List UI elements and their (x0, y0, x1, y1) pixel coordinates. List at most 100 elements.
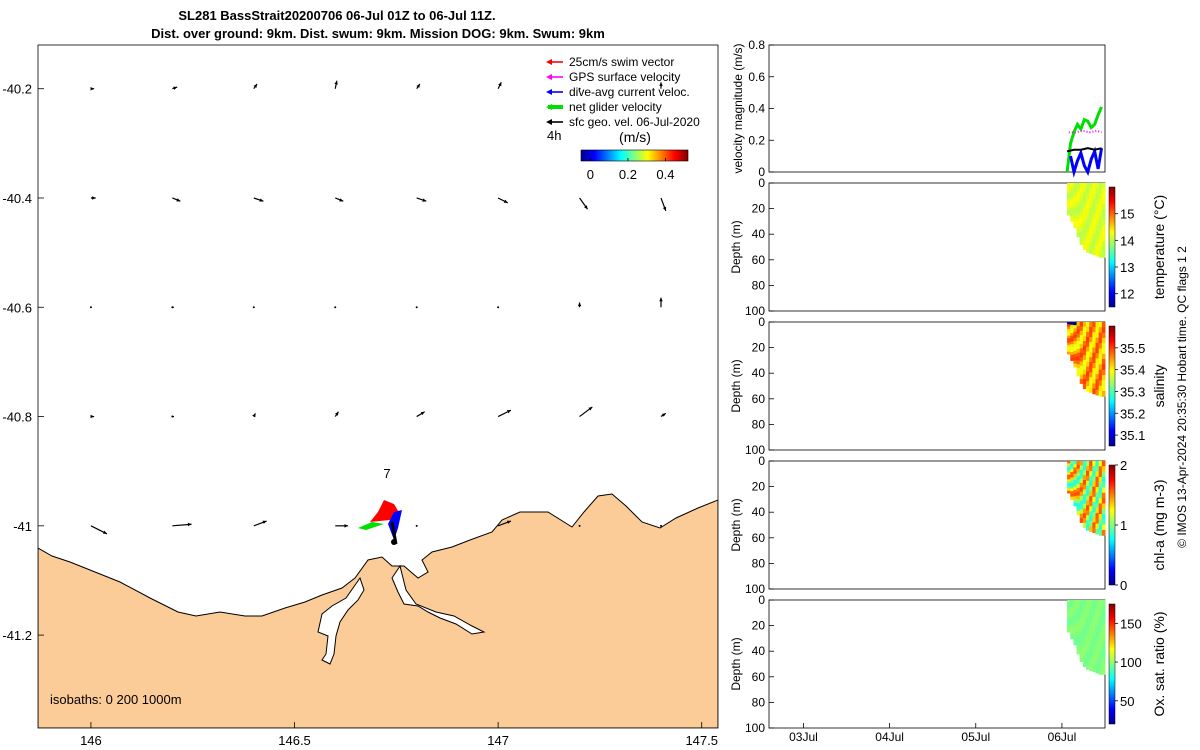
profile-cell (1082, 494, 1087, 500)
current-vector (497, 520, 512, 527)
current-vector (659, 82, 663, 89)
profile-cell (1092, 481, 1097, 488)
profile-cell (1079, 379, 1084, 384)
profile-cell (1067, 606, 1071, 610)
profile-cell (1101, 390, 1106, 397)
profile-cell (1086, 366, 1090, 372)
profile-y-tick-label: 20 (752, 619, 766, 633)
profile-cell (1095, 342, 1100, 349)
profile-y-tick-label: 20 (752, 480, 766, 494)
profile-cell (1101, 668, 1106, 675)
profile-cell (1095, 353, 1100, 359)
profile-cell (1073, 224, 1078, 229)
profile-cell (1082, 221, 1087, 227)
profile-cell (1082, 508, 1087, 514)
profile-cell (1070, 354, 1074, 359)
day-label: 7 (383, 466, 390, 481)
profile-cell (1076, 232, 1081, 238)
velocity-series-line (1065, 106, 1103, 173)
profile-panel-chl-a: 0 20 40 60 80 100 Depth (m) 0 1 2 chl-a (mg m-3) (729, 454, 1167, 596)
profile-cell (1095, 240, 1100, 247)
profile-cell (1095, 461, 1100, 467)
profile-cell (1095, 348, 1100, 354)
profile-cell (1076, 229, 1081, 234)
profile-cell (1082, 503, 1087, 510)
profile-cell (1086, 490, 1090, 497)
profile-cell (1082, 489, 1087, 495)
profile-cell (1095, 646, 1100, 653)
map-y-tick-label: -40.4 (2, 191, 32, 206)
profile-cell (1092, 373, 1097, 379)
profile-colorbar (1108, 464, 1116, 586)
profile-cell (1076, 603, 1081, 609)
profile-axes-frame (768, 599, 1106, 729)
profile-cell (1095, 183, 1100, 189)
profile-cell (1092, 461, 1097, 467)
profile-cell (1076, 476, 1081, 481)
profile-cell (1098, 380, 1103, 387)
profile-cell (1076, 206, 1081, 211)
profile-cell (1073, 354, 1078, 358)
profile-cell (1076, 322, 1081, 327)
legend-arrowhead (546, 89, 552, 95)
profile-cell (1082, 461, 1087, 467)
profile-cell (1092, 527, 1097, 534)
profile-cell (1101, 375, 1106, 381)
profile-cell (1101, 359, 1106, 365)
profile-cell (1086, 322, 1090, 328)
profile-cell (1098, 369, 1103, 376)
profile-cell (1089, 198, 1093, 204)
profile-cell (1095, 652, 1100, 658)
profile-cell (1101, 183, 1106, 189)
profile-cell (1095, 379, 1100, 386)
profile-cell (1086, 654, 1090, 660)
profile-cell (1082, 633, 1087, 639)
profile-cell (1098, 236, 1103, 242)
profile-cell (1070, 346, 1074, 350)
profile-cell (1070, 613, 1074, 617)
profile-cell (1079, 630, 1084, 636)
profile-cell (1079, 226, 1084, 232)
glider-track (358, 500, 402, 545)
profile-cell (1076, 360, 1081, 365)
profile-axes-frame (768, 460, 1106, 590)
profile-cell (1079, 621, 1084, 627)
profile-cell (1070, 324, 1074, 328)
profile-cell (1082, 484, 1087, 491)
profile-cell (1101, 461, 1106, 467)
profile-cell (1089, 620, 1093, 626)
profile-cell (1098, 466, 1103, 473)
profile-cell (1076, 217, 1081, 222)
profile-cell (1082, 374, 1087, 380)
profile-cell (1067, 627, 1071, 631)
profile-cell (1079, 469, 1084, 475)
profile-cell (1092, 666, 1097, 673)
profile-cell (1070, 185, 1074, 189)
profile-cell (1076, 649, 1081, 655)
current-vector (90, 86, 95, 91)
profile-cell (1073, 360, 1078, 365)
profile-cell (1079, 487, 1084, 493)
profile-cell (1079, 608, 1084, 614)
profile-cell (1095, 492, 1100, 498)
profile-cell (1101, 476, 1106, 483)
profile-cell (1089, 213, 1093, 219)
current-vector (578, 524, 581, 527)
legend-arrowhead (546, 104, 552, 110)
profile-cell (1073, 202, 1078, 206)
profile-cell (1073, 338, 1078, 342)
profile-cell (1101, 605, 1106, 612)
profile-cell (1092, 486, 1097, 493)
map-colorbar-tick-label: 0 (587, 167, 594, 182)
profile-cell (1067, 618, 1071, 622)
current-vector (416, 83, 421, 90)
profile-cell (1098, 663, 1103, 670)
profile-cell (1095, 502, 1100, 509)
profile-cell (1070, 463, 1074, 467)
profile-cell (1101, 600, 1106, 606)
profile-cell (1073, 493, 1078, 497)
profile-cell (1101, 380, 1106, 387)
profile-cell (1098, 322, 1103, 328)
profile-cell (1092, 625, 1097, 632)
